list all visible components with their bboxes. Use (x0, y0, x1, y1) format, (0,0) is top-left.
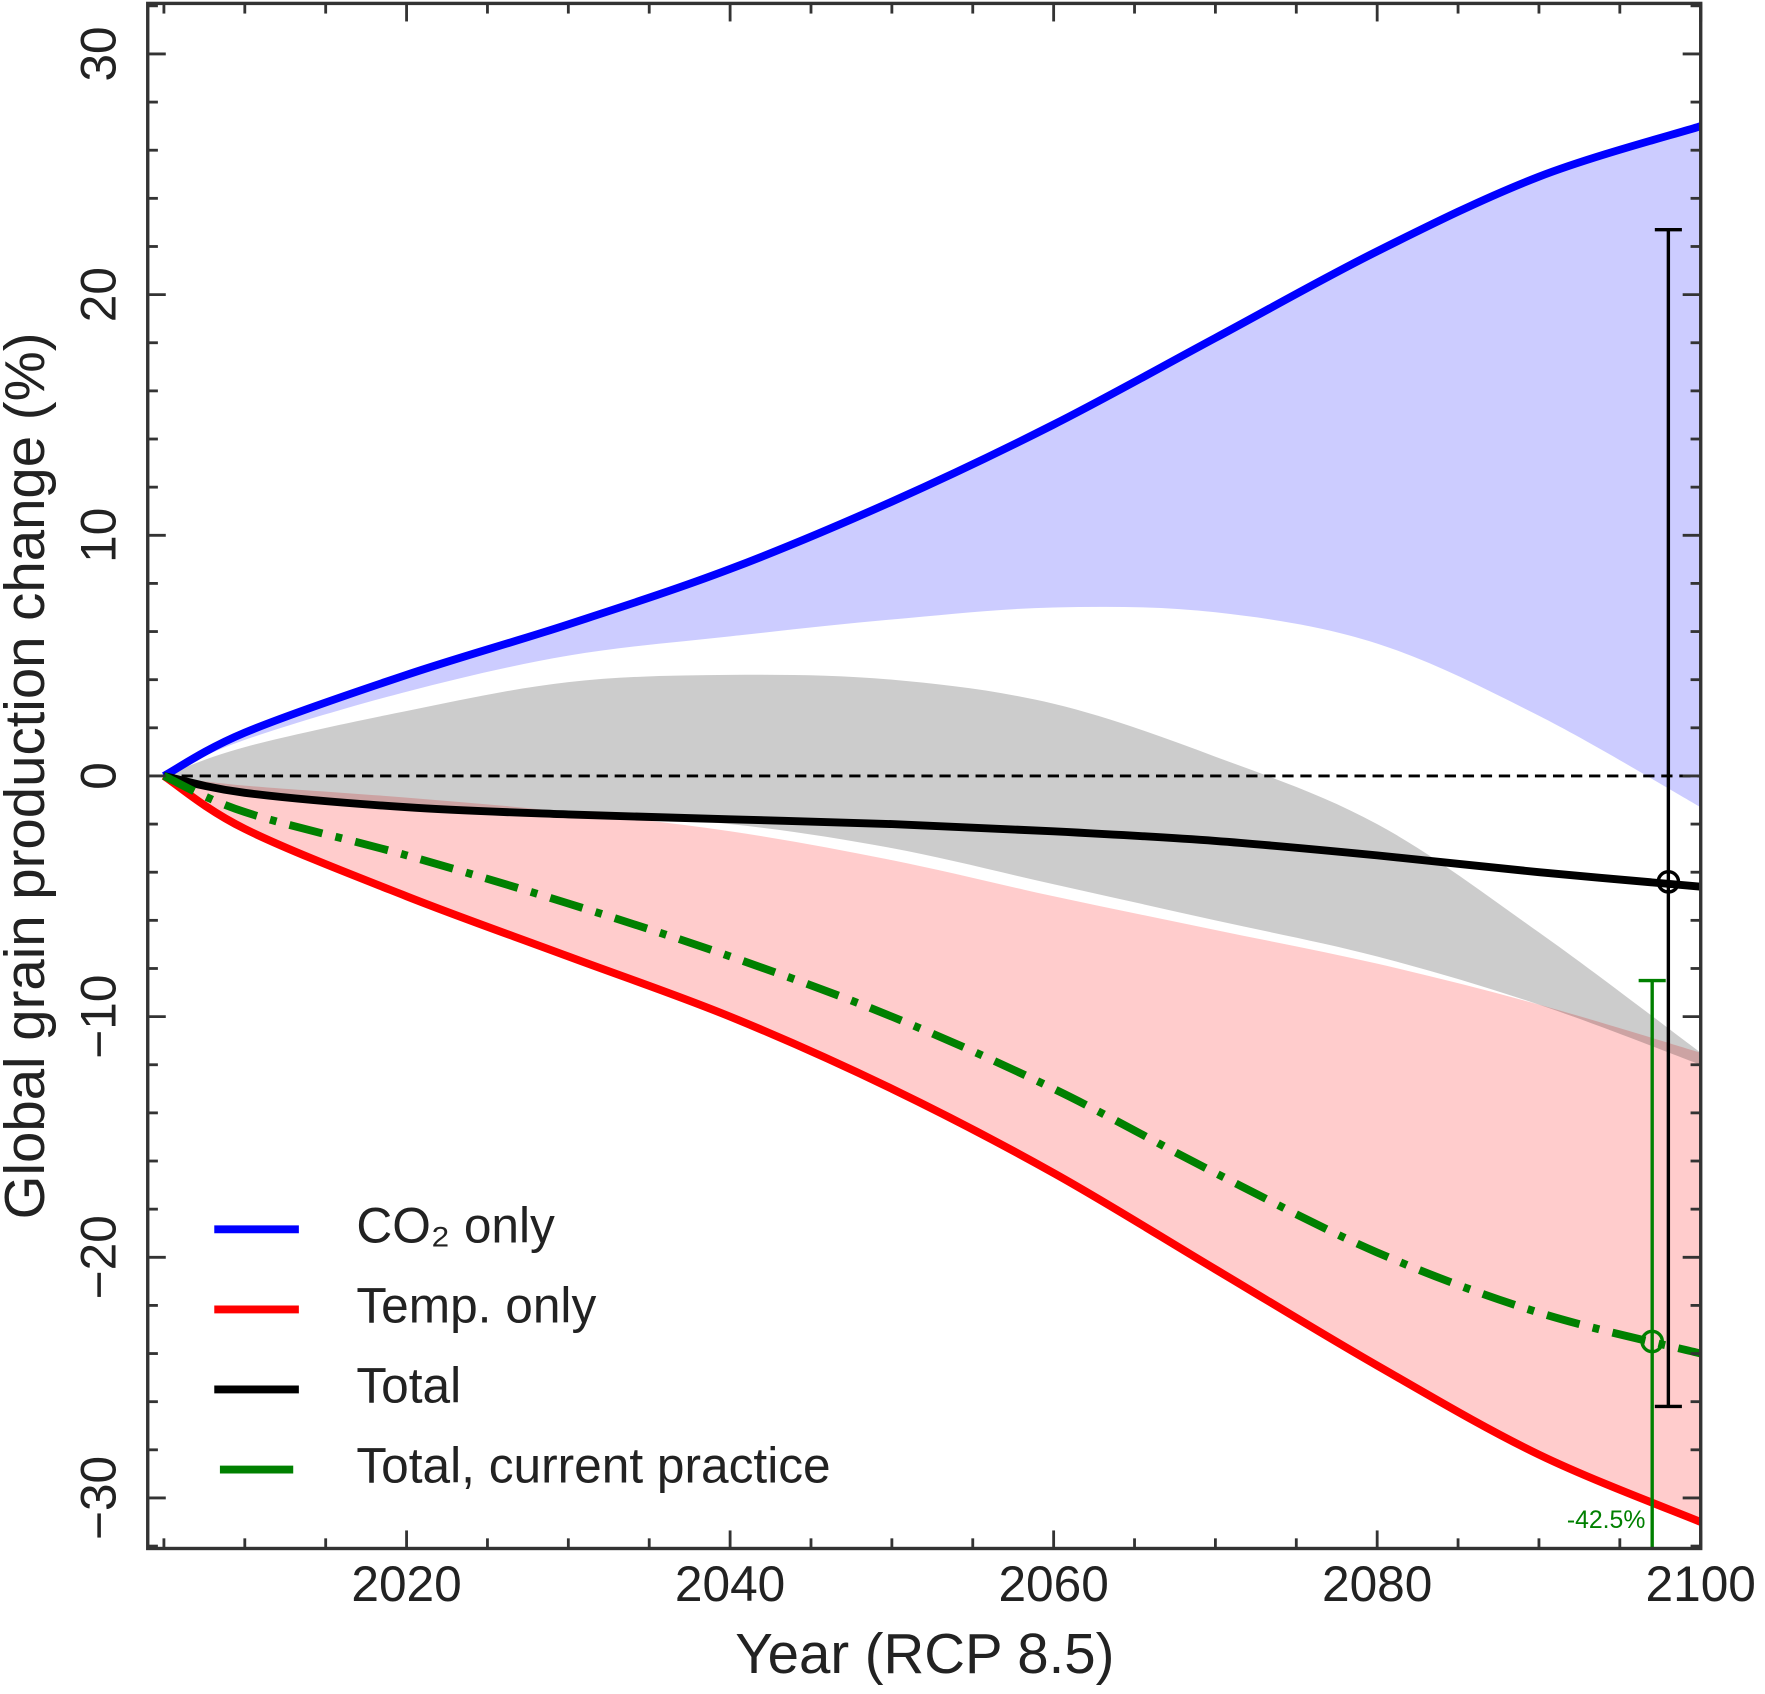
x-tick-label: 2080 (1322, 1556, 1432, 1612)
y-tick-label: 20 (71, 267, 127, 322)
band (163, 775, 1701, 1523)
y-tick-label: 30 (71, 26, 127, 81)
y-tick-label: −10 (71, 975, 127, 1059)
x-tick-label: 2020 (351, 1556, 461, 1612)
y-tick-label: −20 (71, 1215, 127, 1299)
plot-area (161, 122, 1701, 1549)
axes (146, 1, 1703, 1551)
x-axis-label: Year (RCP 8.5) (735, 1622, 1114, 1685)
y-tick-label: 10 (71, 508, 127, 563)
error-center (1640, 1329, 1665, 1354)
x-tick-label: 2100 (1646, 1556, 1756, 1612)
x-tick-label: 2040 (675, 1556, 785, 1612)
error-label: -42.5% (1567, 1507, 1646, 1534)
legend-label: Total, current practice (356, 1438, 830, 1494)
series-line (162, 122, 1701, 780)
legend-label: Temp. only (356, 1278, 596, 1334)
y-tick-label: −30 (71, 1456, 127, 1540)
series-line (162, 772, 1701, 1358)
series-line (163, 772, 1701, 891)
band (163, 126, 1701, 808)
legend-label: Total (356, 1358, 461, 1414)
y-axis-label: Global grain production change (%) (0, 333, 56, 1220)
y-tick-label: 0 (71, 762, 127, 790)
x-tick-label: 2060 (998, 1556, 1108, 1612)
series-line (161, 772, 1701, 1526)
legend-label: CO₂ only (356, 1197, 555, 1253)
error-center (1656, 870, 1681, 894)
band (163, 674, 1701, 1065)
